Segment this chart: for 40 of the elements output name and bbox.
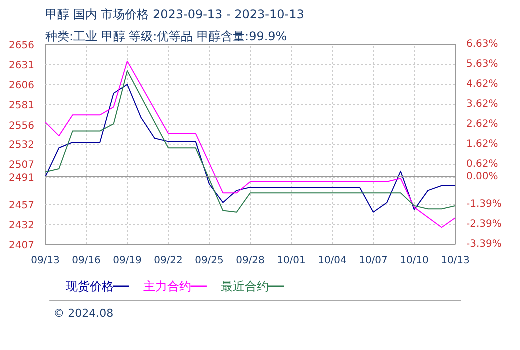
x-tick-label: 09/28 xyxy=(236,256,265,266)
y2-tick-label: 4.62% xyxy=(466,79,498,90)
y-tick-label: 2491 xyxy=(9,173,35,184)
y-tick-label: 2457 xyxy=(9,200,35,212)
y-tick-label: 2432 xyxy=(9,220,35,232)
x-tick-label: 09/25 xyxy=(195,256,224,266)
legend-label: 现货价格 xyxy=(66,280,114,294)
chart-title: 甲醇 国内 市场价格 2023-09-13 - 2023-10-13 xyxy=(46,8,304,22)
chart-subtitle: 种类:工业 甲醇 等级:优等品 甲醇含量:99.9% xyxy=(46,30,288,44)
x-tick-label: 10/07 xyxy=(359,256,388,266)
x-tick-label: 10/10 xyxy=(400,256,429,266)
y2-tick-label: -2.39% xyxy=(466,219,502,230)
y2-tick-label: -1.39% xyxy=(466,199,502,210)
y2-tick-label: 0.00% xyxy=(466,171,498,182)
legend-label: 最近合约 xyxy=(220,280,269,294)
text: © 2024.08 xyxy=(54,307,114,320)
x-tick-label: 09/13 xyxy=(31,256,60,266)
y2-tick-label: 0.62% xyxy=(466,158,498,170)
x-tick-label: 10/01 xyxy=(277,256,306,266)
y2-tick-label: -3.39% xyxy=(466,239,502,250)
x-tick-label: 10/13 xyxy=(441,256,470,266)
y2-tick-label: 6.63% xyxy=(466,39,498,50)
x-tick-label: 09/19 xyxy=(113,256,142,266)
legend-label: 主力合约 xyxy=(143,280,192,294)
x-tick-label: 10/04 xyxy=(318,256,347,266)
line-series xyxy=(46,60,456,228)
y-tick-label: 2407 xyxy=(9,240,35,252)
y-tick-label: 2556 xyxy=(9,120,35,132)
y-tick-label: 2532 xyxy=(9,140,35,152)
y2-tick-label: 3.62% xyxy=(466,99,498,110)
y-tick-label: 2606 xyxy=(9,80,35,92)
y-tick-label: 2631 xyxy=(9,60,35,72)
x-tick-label: 09/16 xyxy=(72,256,101,266)
y2-tick-label: 1.62% xyxy=(466,139,498,150)
y2-tick-label: 2.62% xyxy=(466,119,498,130)
y-tick-label: 2581 xyxy=(9,100,35,112)
y-tick-label: 2656 xyxy=(9,40,35,52)
x-tick-label: 09/22 xyxy=(154,256,183,266)
y-tick-label: 2507 xyxy=(9,160,35,172)
y2-tick-label: 5.63% xyxy=(466,58,498,70)
